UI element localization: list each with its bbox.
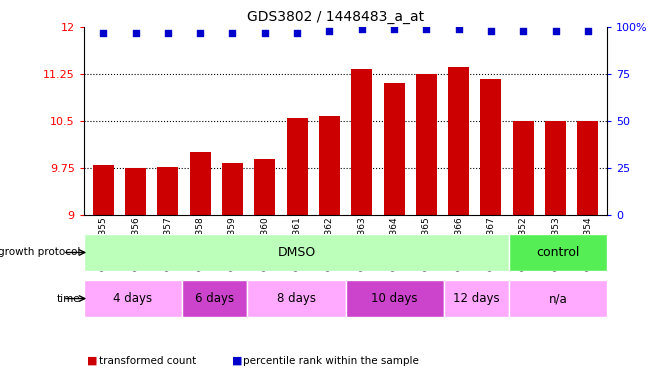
Bar	[448, 67, 469, 215]
Bar	[84, 234, 509, 271]
Point	[98, 30, 109, 36]
Text: transformed count: transformed count	[99, 356, 196, 366]
Point	[389, 26, 399, 32]
Bar	[509, 234, 607, 271]
Point	[130, 30, 141, 36]
Bar	[287, 118, 307, 215]
Point	[486, 28, 497, 34]
Bar	[480, 79, 501, 215]
Bar	[190, 152, 211, 215]
Text: n/a: n/a	[549, 292, 568, 305]
Bar	[509, 280, 607, 317]
Bar	[158, 167, 178, 215]
Bar	[182, 280, 248, 317]
Text: DMSO: DMSO	[277, 246, 315, 259]
Point	[356, 26, 367, 32]
Bar	[222, 163, 243, 215]
Bar	[346, 280, 444, 317]
Bar	[513, 121, 533, 215]
Point	[582, 28, 593, 34]
Text: GDS3802 / 1448483_a_at: GDS3802 / 1448483_a_at	[247, 10, 424, 23]
Point	[292, 30, 303, 36]
Bar	[93, 165, 114, 215]
Bar	[319, 116, 340, 215]
Text: growth protocol: growth protocol	[0, 247, 81, 258]
Point	[195, 30, 205, 36]
Text: 4 days: 4 days	[113, 292, 152, 305]
Bar	[577, 121, 599, 215]
Bar	[351, 69, 372, 215]
Bar	[254, 159, 275, 215]
Bar	[84, 280, 182, 317]
Bar	[248, 280, 346, 317]
Point	[518, 28, 529, 34]
Point	[162, 30, 173, 36]
Bar	[125, 168, 146, 215]
Text: ■: ■	[231, 356, 242, 366]
Text: ■: ■	[87, 356, 98, 366]
Point	[421, 26, 431, 32]
Text: percentile rank within the sample: percentile rank within the sample	[243, 356, 419, 366]
Text: 12 days: 12 days	[453, 292, 500, 305]
Bar	[444, 280, 509, 317]
Point	[550, 28, 561, 34]
Text: time: time	[57, 293, 81, 304]
Point	[260, 30, 270, 36]
Text: 10 days: 10 days	[371, 292, 418, 305]
Text: control: control	[537, 246, 580, 259]
Point	[324, 28, 335, 34]
Bar	[416, 74, 437, 215]
Point	[454, 26, 464, 32]
Point	[227, 30, 238, 36]
Text: 8 days: 8 days	[277, 292, 316, 305]
Bar	[545, 121, 566, 215]
Text: 6 days: 6 days	[195, 292, 234, 305]
Bar	[384, 83, 405, 215]
